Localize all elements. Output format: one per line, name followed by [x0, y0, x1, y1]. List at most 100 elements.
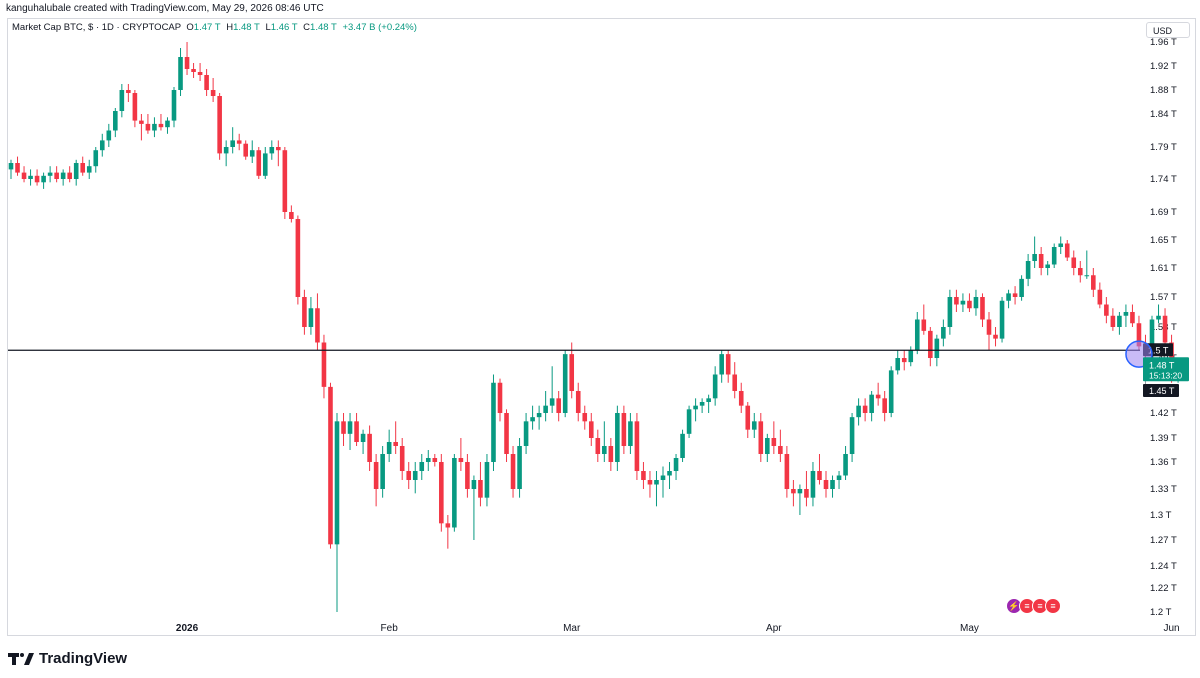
- candle-body: [1110, 315, 1116, 327]
- candle-body: [302, 297, 307, 327]
- candle-body: [178, 57, 183, 90]
- candle-body: [980, 297, 985, 320]
- candle-body: [869, 394, 874, 413]
- event-icons[interactable]: ⚡ ≡ ≡ ≡: [1006, 598, 1061, 614]
- candle-body: [738, 391, 744, 406]
- candle-body: [967, 300, 972, 309]
- candle-body: [1058, 243, 1064, 247]
- candle-body: [419, 462, 425, 471]
- lightning-icon[interactable]: ⚡: [1006, 598, 1022, 614]
- symbol-title[interactable]: Market Cap BTC, $ · 1D · CRYPTOCAP: [12, 22, 182, 33]
- candle-body: [210, 90, 216, 96]
- candle-body: [256, 150, 262, 176]
- candle-body: [1051, 247, 1057, 265]
- last-price-countdown: 15:13:20: [1149, 370, 1182, 380]
- candle-body: [15, 163, 20, 173]
- currency-button[interactable]: USD: [1146, 22, 1190, 38]
- y-tick-label: 1.27 T: [1150, 535, 1177, 546]
- candle-body: [928, 330, 933, 358]
- candle-body: [28, 175, 33, 179]
- candle-body: [354, 421, 359, 442]
- symbol-legend: Market Cap BTC, $ · 1D · CRYPTOCAP O1.47…: [12, 22, 420, 33]
- high-value: 1.48 T: [233, 22, 260, 33]
- y-tick-label: 1.84 T: [1150, 109, 1177, 120]
- candle-body: [1130, 312, 1135, 324]
- candle-body: [184, 57, 190, 69]
- candle-body: [751, 421, 757, 430]
- candle-body: [1032, 254, 1037, 261]
- y-tick-label: 1.57 T: [1150, 292, 1177, 303]
- candle-body: [1156, 315, 1161, 320]
- candle-body: [360, 433, 366, 442]
- candle-body: [315, 308, 320, 343]
- x-tick-label: 2026: [176, 623, 199, 634]
- candle-body: [158, 123, 164, 128]
- candle-body: [993, 334, 998, 339]
- candle-body: [784, 454, 790, 489]
- change-value: +3.47 B (+0.24%): [342, 22, 417, 33]
- candle-body: [393, 442, 398, 446]
- candle-body: [145, 123, 151, 131]
- candle-body: [641, 471, 646, 480]
- candle-body: [458, 458, 464, 462]
- candle-body: [113, 111, 118, 131]
- candle-body: [654, 480, 659, 485]
- candle-body: [699, 402, 705, 406]
- low-key: L: [265, 22, 271, 33]
- candle-body: [197, 72, 203, 75]
- candle-body: [60, 172, 66, 179]
- candle-body: [778, 446, 783, 454]
- high-key: H: [226, 22, 234, 33]
- candle-body: [171, 90, 177, 121]
- candlestick-chart[interactable]: 1.96 T 1.92 T 1.88 T 1.84 T 1.79 T 1.74 T 1.69…: [0, 0, 1200, 640]
- candle-body: [132, 93, 138, 121]
- candle-body: [99, 140, 105, 151]
- candle-body: [276, 147, 281, 151]
- y-tick-label: 1.69 T: [1150, 207, 1177, 218]
- candle-body: [569, 354, 575, 391]
- y-tick-label: 1.24 T: [1150, 561, 1177, 572]
- candle-body: [895, 358, 901, 371]
- candle-body: [504, 413, 509, 454]
- candle-body: [334, 421, 340, 545]
- candle-body: [1097, 289, 1103, 305]
- candle-body: [386, 442, 392, 454]
- candle-body: [1117, 315, 1122, 327]
- candle-body: [347, 421, 353, 434]
- y-tick-label: 1.39 T: [1150, 433, 1177, 444]
- candle-body: [693, 405, 698, 410]
- candle-body: [1012, 293, 1018, 297]
- candle-body: [536, 413, 542, 418]
- candle-body: [1064, 243, 1070, 258]
- candle-body: [119, 90, 125, 111]
- candle-body: [986, 319, 992, 335]
- candle-body: [1136, 323, 1142, 347]
- candle-body: [73, 163, 79, 179]
- candle-body: [93, 150, 99, 167]
- tradingview-brand[interactable]: TradingView: [8, 650, 127, 667]
- candle-body: [765, 438, 770, 454]
- candle-body: [204, 75, 209, 90]
- candle-body: [295, 219, 301, 297]
- candle-body: [706, 398, 711, 402]
- last-price-badge: [1143, 357, 1189, 382]
- candle-body: [660, 475, 666, 480]
- us-flag-icon-3[interactable]: ≡: [1045, 598, 1061, 614]
- candle-body: [849, 417, 855, 454]
- close-key: C: [303, 22, 311, 33]
- candle-body: [595, 438, 601, 454]
- candle-body: [34, 175, 40, 183]
- y-tick-label: 1.74 T: [1150, 174, 1177, 185]
- candle-body: [621, 413, 627, 446]
- low-marker-label-bg: [1143, 384, 1179, 397]
- y-tick-label: 1.33 T: [1150, 484, 1177, 495]
- y-tick-label: 1.22 T: [1150, 583, 1177, 594]
- candle-body: [823, 480, 829, 489]
- candle-body: [399, 446, 405, 471]
- candle-body: [367, 433, 372, 462]
- candle-body: [341, 421, 346, 434]
- candle-body: [321, 342, 327, 387]
- candle-body: [262, 153, 268, 176]
- low-value: 1.46 T: [270, 22, 298, 33]
- y-tick-label: 1.3 T: [1150, 510, 1172, 521]
